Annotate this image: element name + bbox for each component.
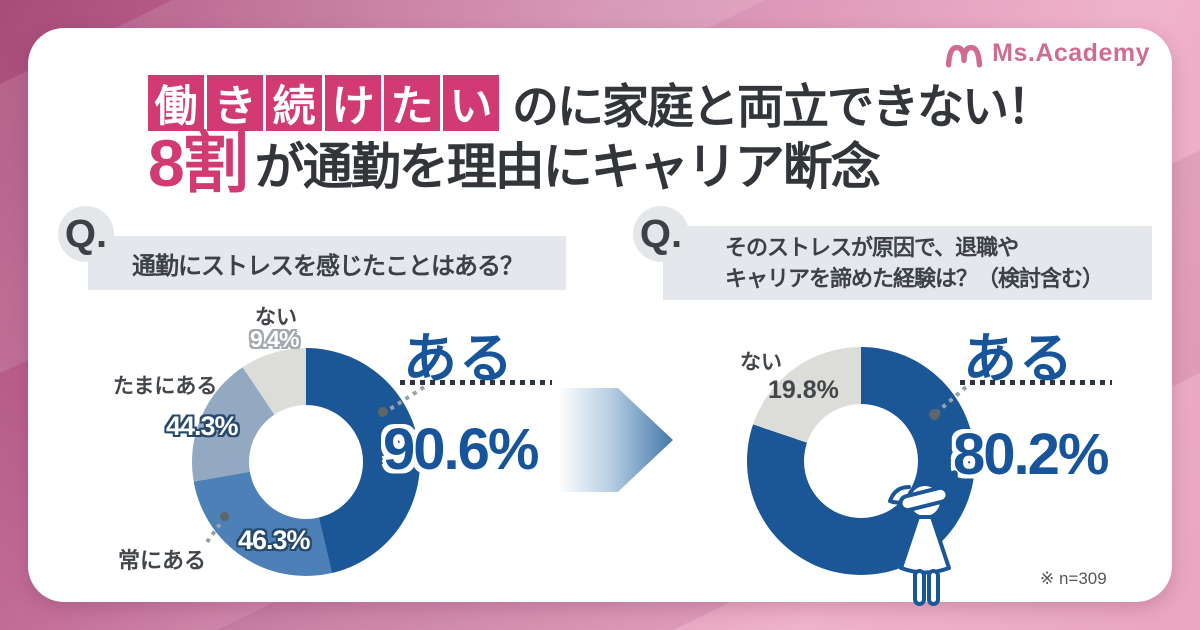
highlight-label-right: ある: [963, 329, 1075, 389]
callout-dot-right: [929, 409, 940, 420]
headline-line2: 8割 が通勤を理由にキャリア断念: [148, 126, 881, 200]
slice-pct-never: 9.4%: [250, 326, 299, 352]
callout-dot-always: [220, 512, 229, 521]
question-text-right-line2: キャリアを諦めた経験は？（検討含む）: [725, 266, 1104, 291]
headline-line2-text: が通勤を理由にキャリア断念: [254, 139, 881, 195]
callout-underline-left: [400, 380, 552, 385]
highlight-value-right: 80.2%: [953, 422, 1109, 487]
transition-arrow-right: [558, 388, 673, 492]
question-mark-badge-left: Q.: [58, 206, 114, 262]
ms-academy-logo-icon: [945, 44, 983, 68]
slice-pct-always: 46.3%: [238, 525, 311, 555]
donut-chart-commute-stress: [192, 348, 420, 576]
question-text-right-line1: そのストレスが原因で、退職や: [725, 235, 1019, 260]
callout-underline-right: [960, 380, 1112, 385]
question-text-left: 通勤にストレスを感じたことはある？: [132, 252, 524, 280]
question-box-commute-stress: 通勤にストレスを感じたことはある？: [88, 236, 566, 290]
question-mark-left: Q.: [64, 211, 108, 256]
sweat-drops-icon: [948, 470, 971, 506]
content-card: Ms.Academy 働 き 続 け た い のに家庭と両立できない！ 8割 が…: [28, 28, 1172, 606]
headline-line1: 働 き 続 け た い のに家庭と両立できない！: [148, 68, 1054, 137]
slice-label-never: ない: [255, 306, 297, 329]
headline-boxed-char: い: [443, 74, 499, 131]
headline-boxed-char: き: [207, 74, 263, 131]
logo-text: Ms.Academy: [992, 38, 1150, 67]
headline-boxed-char: 続: [266, 74, 322, 131]
slice-pct-never-right: 19.8%: [768, 376, 839, 404]
question-mark-badge-right: Q.: [633, 206, 689, 262]
slice-pct-sometimes: 44.3%: [166, 411, 239, 441]
question-box-career-giveup: そのストレスが原因で、退職や キャリアを諦めた経験は？（検討含む）: [663, 226, 1152, 300]
callout-dot-left: [378, 407, 388, 417]
slice-label-never-right: ない: [740, 351, 782, 374]
highlight-label-left: ある: [403, 329, 515, 389]
headline-boxed-char: た: [384, 74, 440, 131]
slice-label-always: 常にある: [118, 548, 207, 573]
question-mark-right: Q.: [639, 211, 683, 256]
headline-boxed-char: 働: [148, 74, 204, 131]
slice-label-sometimes: たまにある: [113, 375, 218, 398]
sample-size-note: ※ n=309: [1040, 569, 1107, 588]
ms-academy-logo: Ms.Academy: [944, 37, 1150, 69]
headline-emphasis-8wari: 8割: [148, 126, 249, 200]
highlight-value-left: 90.6%: [383, 417, 539, 482]
headline-boxed-char: け: [325, 74, 381, 131]
headline-line1-text: のに家庭と両立できない！: [512, 80, 1054, 133]
crying-woman-illustration: [888, 470, 971, 606]
